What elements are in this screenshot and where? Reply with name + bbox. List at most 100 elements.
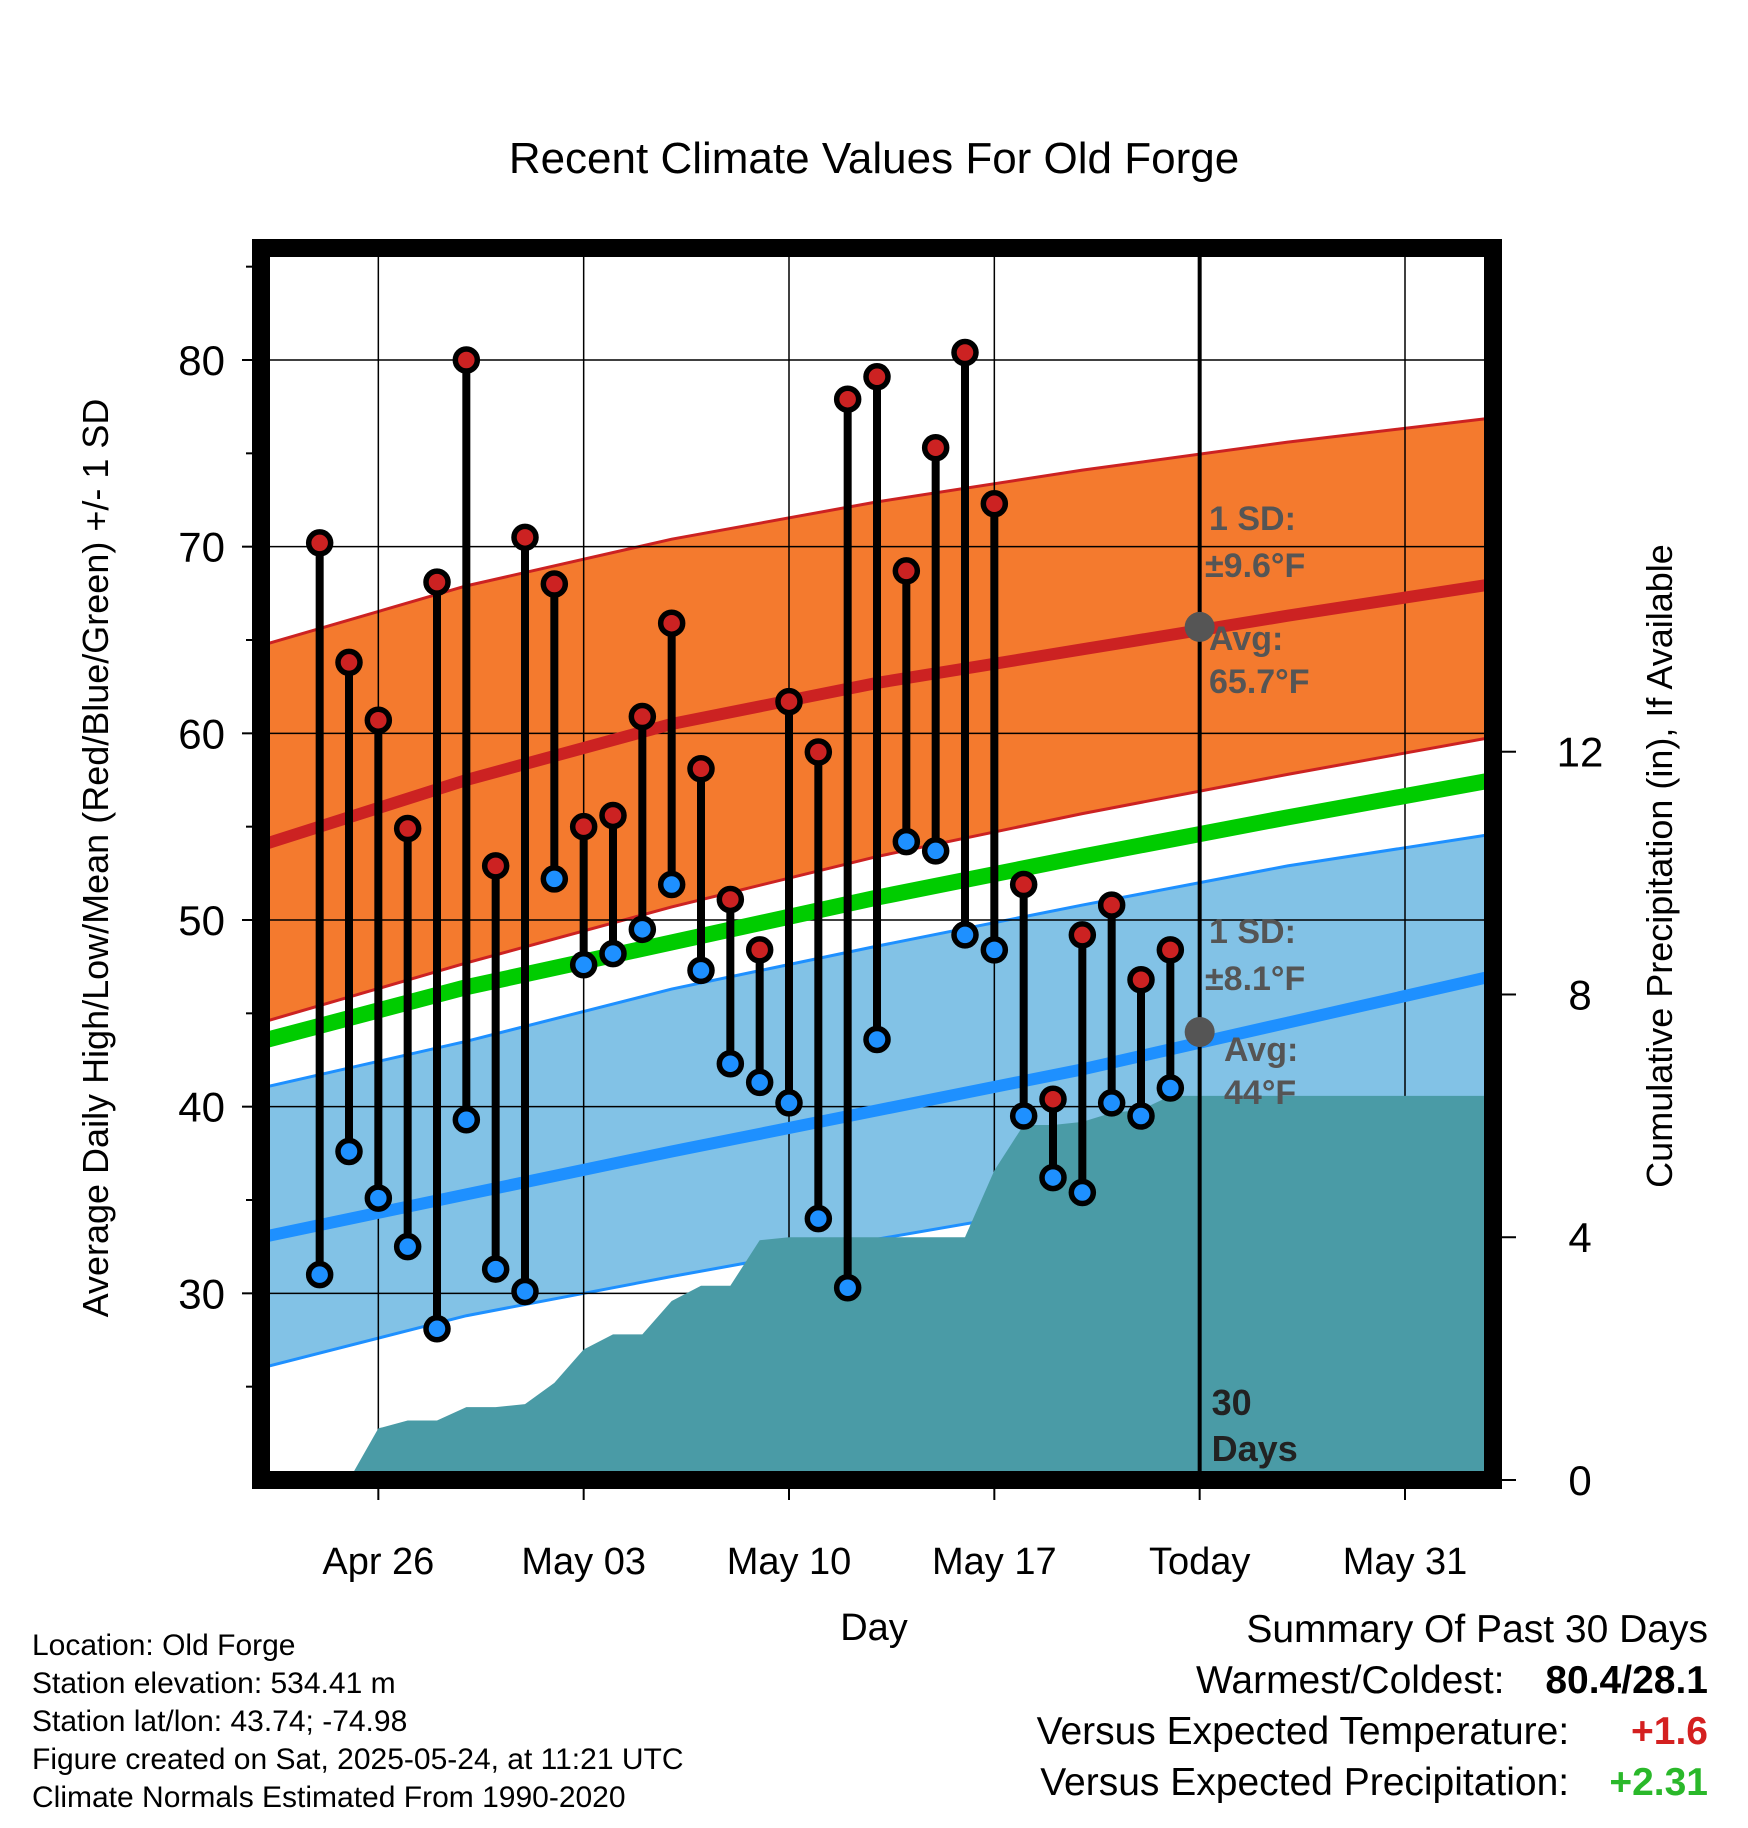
low-point [1097,1089,1126,1117]
low-point [775,1089,803,1117]
low-point [540,865,569,893]
high-point [716,885,745,914]
warmest-coldest-row: Warmest/Coldest: 80.4/28.1 [1037,1655,1708,1706]
normals-text: Climate Normals Estimated From 1990-2020 [32,1781,626,1814]
summary-title: Summary Of Past 30 Days [1246,1608,1708,1651]
station-info: Location: Old Forge Station elevation: 5… [32,1627,684,1817]
days-label: Days [1212,1428,1298,1469]
x-tick-label: May 03 [521,1541,646,1583]
days-label: 30 [1212,1382,1252,1423]
elevation-text: Station elevation: 534.41 m [32,1667,396,1700]
y2-tick-label: 4 [1568,1214,1591,1261]
high-point [1156,936,1185,964]
high-point [804,738,833,766]
low-sd-value: ±8.1°F [1205,960,1305,998]
created-text: Figure created on Sat, 2025-05-24, at 11… [32,1743,684,1776]
high-sd-value: ±9.6°F [1205,547,1305,585]
low-point [892,827,921,856]
x-axis-label: Day [840,1607,908,1649]
low-point [1127,1102,1155,1130]
low-point [335,1137,363,1166]
high-point [511,523,539,552]
x-tick-label: May 10 [727,1541,852,1583]
high-sd-label: 1 SD: [1209,500,1296,538]
low-point [951,921,979,949]
low-point [1039,1163,1067,1192]
high-point [921,433,950,462]
high-point [452,346,481,374]
temp-anomaly-row: Versus Expected Temperature: +1.6 [1037,1706,1708,1757]
high-point [951,338,979,367]
low-point [481,1255,510,1283]
y2-tick-label: 0 [1568,1457,1591,1504]
y2-axis-label: Cumulative Precipitation (in), If Availa… [1639,544,1680,1188]
low-point [628,915,657,944]
y2-tick-label: 12 [1557,729,1604,776]
precip-anomaly-row: Versus Expected Precipitation: +2.31 [1037,1757,1708,1808]
low-point [863,1025,891,1054]
normal-annotations: 1 SD: ±9.6°F Avg: 65.7°F 1 SD: ±8.1°F Avg: 44°F [1184,500,1310,1112]
latlon-text: Station lat/lon: 43.74; -74.98 [32,1705,408,1738]
high-point [657,609,686,637]
high-point [1009,870,1038,899]
high-point [305,529,334,557]
high-point [481,852,510,880]
low-point [423,1315,451,1343]
high-point [364,706,393,735]
low-point [921,837,950,865]
low-point [393,1232,422,1261]
low-point [657,870,686,899]
daily-points [305,338,1185,1343]
summary-panel: Summary Of Past 30 Days Warmest/Coldest:… [1037,1604,1708,1808]
today-low-avg-marker [1184,1017,1215,1047]
low-sd-label: 1 SD: [1209,913,1296,951]
warmest-coldest-value: 80.4/28.1 [1545,1659,1708,1702]
low-point [745,1068,774,1097]
y2-tick-label: 8 [1568,971,1591,1018]
high-avg-label: Avg: [1209,620,1283,658]
high-point [393,814,422,843]
y-axis-label: Average Daily High/Low/Mean (Red/Blue/Gr… [75,399,116,1318]
high-point [892,557,921,585]
low-point [1068,1178,1097,1207]
daily-range-stems [315,352,1175,1329]
chart-title: Recent Climate Values For Old Forge [509,134,1239,183]
high-point [628,702,657,731]
high-point [687,755,715,783]
low-point [364,1184,393,1212]
high-point [980,489,1009,518]
low-point [1156,1074,1185,1102]
high-point [599,801,627,830]
high-point [540,570,569,598]
low-point [687,956,715,985]
high-point [775,687,803,716]
axes: 30 40 50 60 70 80 0 4 8 12 Apr 26 May 03 May 10 May 1… [178,239,1604,1583]
temp-anomaly-label: Versus Expected Temperature: [1036,1710,1570,1753]
high-point [833,385,862,413]
low-point [599,939,627,968]
low-point [305,1260,334,1289]
temp-anomaly-value: +1.6 [1631,1710,1708,1753]
x-tick-label: Apr 26 [322,1541,434,1583]
high-point [1039,1085,1067,1113]
warmest-coldest-label: Warmest/Coldest: [1196,1659,1505,1702]
low-sd-band [261,834,1493,1368]
y-tick-label: 80 [178,337,225,384]
y-tick-label: 60 [178,710,225,757]
plot-frame [252,239,1502,1489]
low-point [569,951,598,979]
high-point [745,936,774,964]
high-point [569,812,598,841]
low-point [833,1273,862,1302]
high-point [1068,921,1097,949]
low-point [804,1204,833,1233]
precip-anomaly-label: Versus Expected Precipitation: [1040,1761,1570,1804]
high-point [1097,891,1126,919]
y-tick-label: 40 [178,1084,225,1131]
low-avg-value: 44°F [1224,1074,1296,1112]
location-text: Location: Old Forge [32,1629,296,1662]
low-point [452,1105,481,1134]
precip-anomaly-value: +2.31 [1609,1761,1708,1804]
x-tick-label: Today [1149,1541,1250,1583]
